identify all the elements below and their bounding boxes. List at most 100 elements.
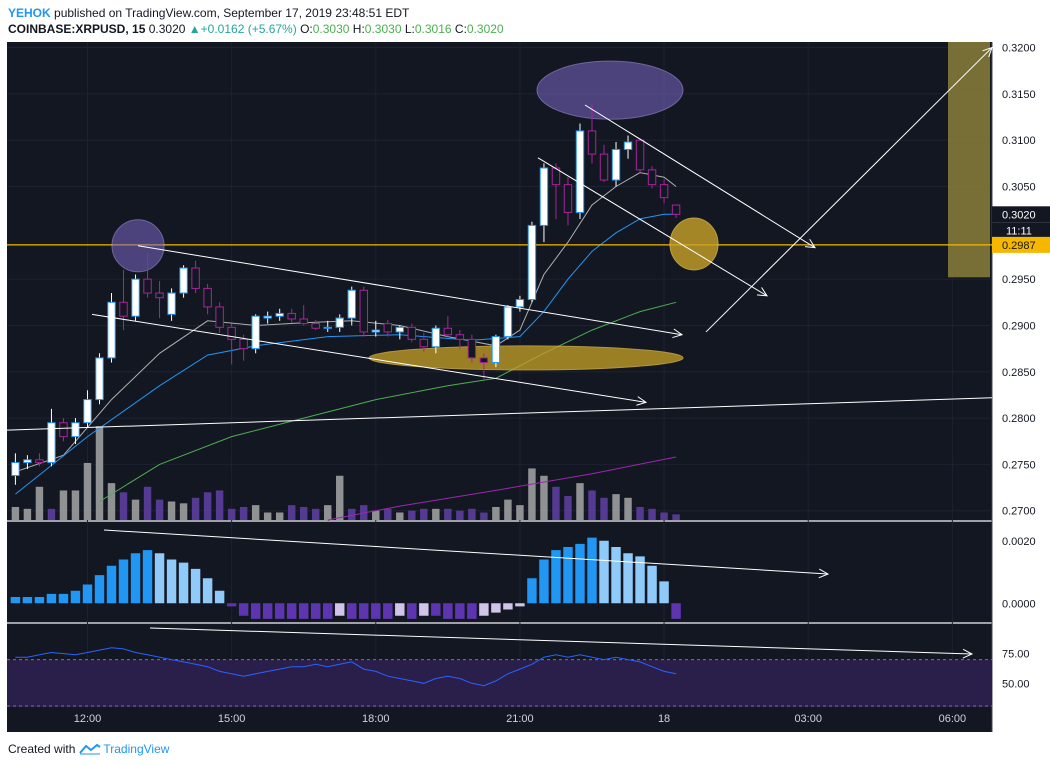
macd-histogram-bar (455, 603, 465, 619)
macd-histogram-bar (347, 603, 357, 619)
volume-bar (516, 505, 524, 520)
bar-countdown-tag: 11:11 (1006, 225, 1032, 237)
macd-histogram-bar (563, 547, 573, 604)
last-price-tag-background (992, 206, 1050, 223)
candle-body (671, 204, 681, 215)
price-axis-label: 0.2700 (1002, 506, 1036, 518)
volume-bar (396, 512, 404, 520)
price-axis-label: 0.2750 (1002, 459, 1036, 471)
volume-bar (480, 512, 488, 520)
candle-body (299, 318, 308, 325)
macd-histogram-bar (22, 597, 33, 604)
volume-bar (251, 505, 260, 520)
candle-body (167, 292, 176, 315)
macd-histogram-bar (587, 537, 597, 604)
candle-body (635, 139, 645, 171)
volume-bar (311, 508, 320, 520)
volume-bar (71, 490, 80, 520)
macd-histogram-bar (226, 603, 237, 607)
volume-bar (528, 468, 536, 520)
candle-body (515, 299, 525, 308)
volume-bar (564, 495, 572, 520)
volume-bar (408, 510, 416, 520)
trend-arrow-head (756, 287, 768, 297)
rsi-band (7, 659, 992, 707)
candle-body (587, 130, 597, 155)
macd-histogram-bar (539, 559, 549, 604)
macd-histogram-bar (623, 553, 633, 604)
ohlc-open-label: O: (300, 22, 313, 36)
volume-bar (348, 508, 356, 520)
price-chart[interactable]: 0.3200 0.3150 0.3100 0.3050 0.2950 0.2900 0.28… (0, 42, 1050, 732)
volume-bar (155, 499, 164, 520)
macd-histogram-bar (238, 603, 249, 616)
level-price-tag: 0.2987 (1002, 240, 1036, 252)
rsi-divergence-arrow-head (962, 648, 974, 659)
time-axis-label: 15:00 (218, 713, 246, 725)
ohlc-close-label: C: (454, 22, 467, 36)
volume-bar (119, 492, 128, 520)
volume-bar (47, 508, 56, 520)
trend-arrow-head (805, 238, 816, 249)
candle-body (527, 224, 537, 301)
macd-histogram-bar (635, 556, 645, 604)
candle-body (191, 267, 200, 289)
published-text: published on TradingView.com, September … (50, 6, 410, 20)
volume-bar (336, 475, 344, 520)
trend-arrow-head (672, 328, 684, 339)
rsi-divergence-arrow (149, 627, 973, 655)
volume-bar (420, 508, 428, 520)
tradingview-brand[interactable]: TradingView (103, 742, 170, 756)
candle-body (71, 422, 80, 438)
macd-histogram-bar (118, 559, 129, 604)
candle-body (143, 278, 152, 294)
candle-body (83, 399, 92, 424)
macd-histogram-bar (647, 565, 657, 604)
macd-divergence-arrow-head (818, 568, 830, 579)
candle-body (467, 338, 477, 359)
volume-bar (107, 483, 116, 520)
ohlc-close: 0.3020 (466, 22, 504, 36)
rsi-axis-label: 75.00 (1002, 649, 1030, 661)
volume-bar (287, 505, 296, 520)
macd-histogram-bar (166, 559, 177, 604)
candle-body (455, 334, 465, 340)
macd-histogram-bar (262, 603, 273, 619)
price-axis-label: 0.2900 (1002, 320, 1036, 332)
tradingview-logo-icon (79, 743, 101, 755)
macd-histogram-bar (527, 578, 537, 604)
author-name[interactable]: YEHOK (8, 6, 51, 20)
candle-body (395, 326, 405, 333)
macd-histogram-bar (659, 581, 669, 604)
candle-body (563, 184, 573, 213)
macd-histogram-bar (190, 568, 201, 604)
macd-histogram-bar (371, 603, 381, 619)
macd-histogram-bar (407, 603, 417, 619)
volume-bar (672, 514, 680, 520)
price-axis-label: 0.2800 (1002, 413, 1036, 425)
volume-bar (275, 512, 284, 520)
volume-bar (456, 510, 464, 520)
macd-histogram-bar (503, 603, 513, 610)
macd-histogram-bar (467, 603, 477, 619)
last-price: 0.3020 (148, 22, 186, 36)
macd-histogram-bar (82, 584, 93, 604)
volume-bar (372, 510, 380, 520)
time-axis-label: 18:00 (362, 713, 390, 725)
macd-histogram-bar (431, 603, 441, 616)
candle-body (659, 184, 669, 199)
moving-average-line (99, 301, 677, 502)
macd-histogram-bar (323, 603, 333, 619)
macd-histogram-bar (214, 590, 225, 604)
volume-bar (263, 512, 272, 520)
candle-body (443, 327, 453, 336)
volume-bar (95, 426, 104, 520)
trend-arrow (91, 313, 647, 403)
candle-body (359, 289, 368, 333)
candle-body (407, 326, 417, 340)
macd-histogram-bar (359, 603, 369, 619)
candle-body (107, 301, 116, 359)
trend-arrow-head (982, 46, 993, 58)
candle-body (575, 130, 585, 213)
rsi-line (15, 647, 677, 687)
